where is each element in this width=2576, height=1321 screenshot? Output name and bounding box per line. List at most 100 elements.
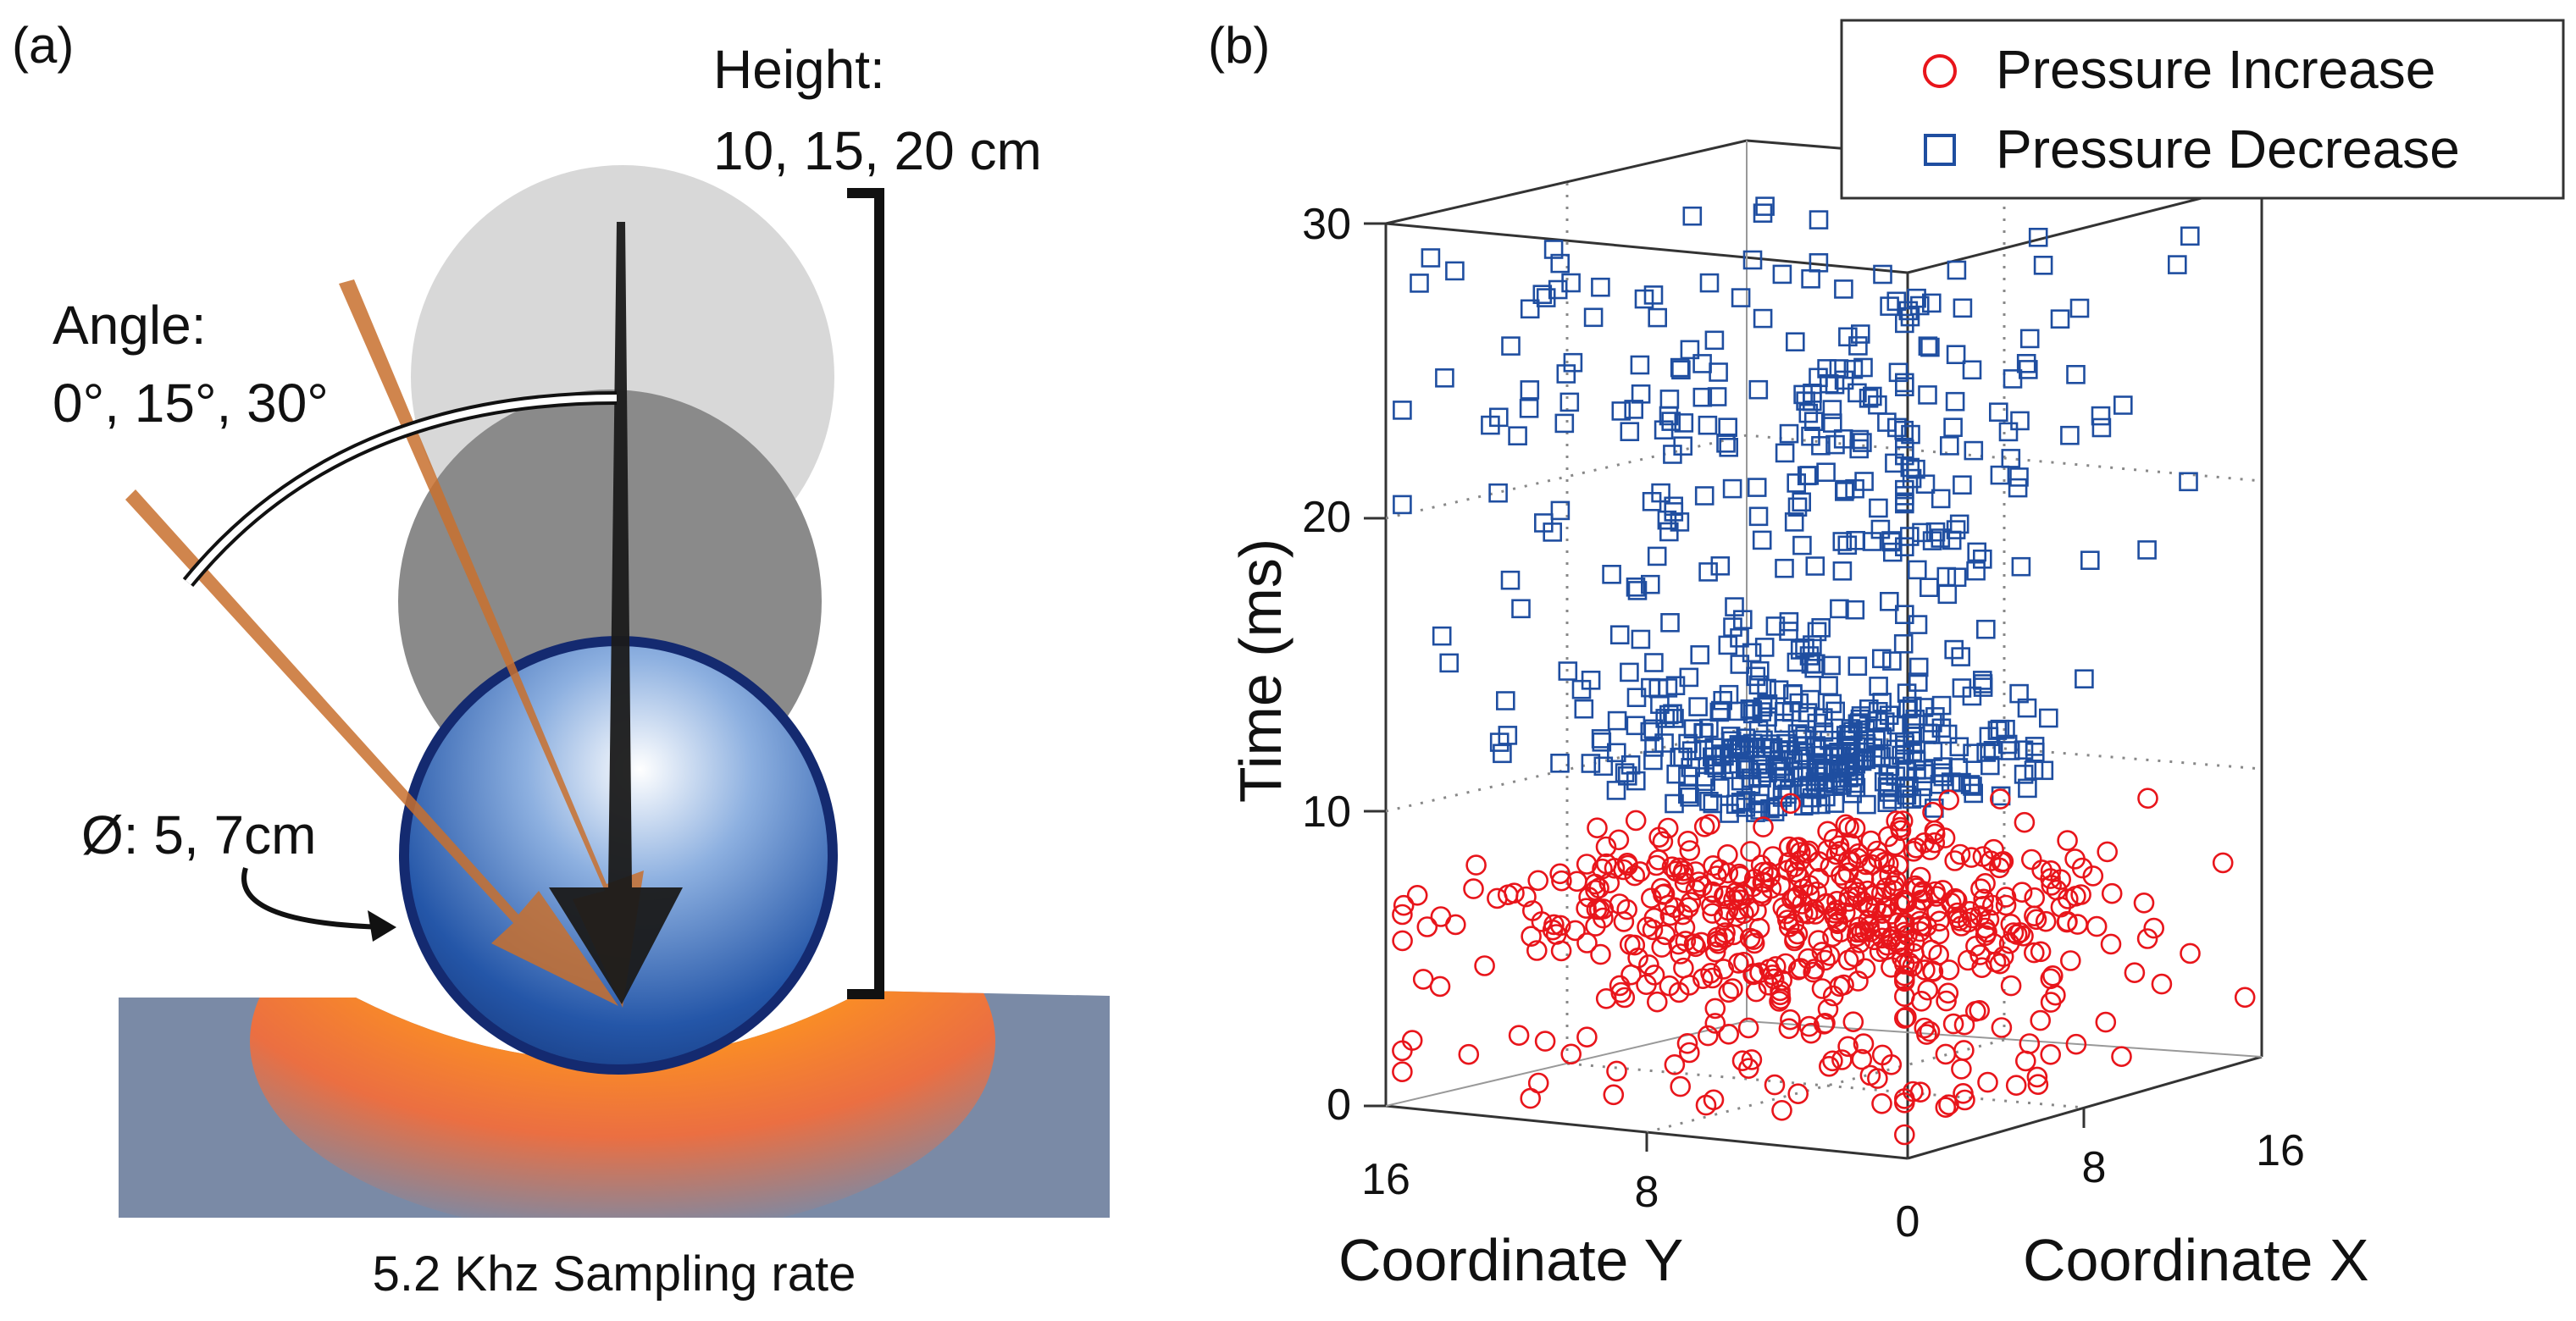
point-pressure-decrease	[1644, 653, 1664, 672]
point-pressure-decrease	[1554, 413, 1575, 434]
point-pressure-increase	[2143, 917, 2164, 939]
point-pressure-decrease	[1607, 710, 1627, 731]
point-pressure-decrease	[1699, 718, 1719, 738]
point-pressure-decrease	[1719, 437, 1738, 457]
point-pressure-decrease	[1620, 662, 1639, 683]
point-pressure-increase	[1876, 896, 1898, 917]
point-pressure-decrease	[2017, 698, 2037, 718]
point-pressure-increase	[1813, 1014, 1835, 1035]
point-pressure-increase	[1606, 1060, 1627, 1082]
point-pressure-increase	[1765, 956, 1787, 977]
point-pressure-increase	[1643, 907, 1665, 929]
point-pressure-decrease	[1801, 426, 1820, 446]
point-pressure-increase	[1871, 903, 1893, 924]
point-pressure-decrease	[1902, 468, 1922, 489]
point-pressure-decrease	[1626, 716, 1646, 736]
point-pressure-increase	[1549, 863, 1571, 885]
point-pressure-decrease	[1784, 512, 1804, 532]
point-pressure-decrease	[2008, 478, 2028, 498]
point-pressure-increase	[1789, 850, 1811, 871]
point-pressure-decrease	[1753, 308, 1773, 329]
point-pressure-decrease	[1775, 443, 1795, 463]
diameter-label: Ø: 5, 7cm	[81, 804, 316, 865]
point-pressure-increase	[1975, 873, 1996, 894]
point-pressure-decrease	[2179, 472, 2198, 492]
point-pressure-decrease	[1703, 793, 1723, 814]
point-pressure-decrease	[2016, 353, 2036, 373]
point-pressure-decrease	[1688, 697, 1708, 716]
point-pressure-decrease	[1792, 535, 1812, 555]
point-pressure-decrease	[2091, 417, 2112, 438]
point-pressure-decrease	[1879, 705, 1899, 726]
point-pressure-decrease	[1948, 758, 1969, 777]
point-pressure-decrease	[1799, 466, 1820, 485]
point-pressure-decrease	[1641, 574, 1660, 594]
point-pressure-decrease	[1520, 380, 1540, 400]
point-pressure-decrease	[1803, 412, 1824, 432]
point-pressure-increase	[1737, 1017, 1759, 1039]
point-pressure-decrease	[1900, 307, 1920, 327]
point-pressure-increase	[1913, 890, 1934, 911]
point-pressure-increase	[1576, 898, 1597, 919]
point-pressure-decrease	[1626, 688, 1647, 708]
point-pressure-decrease	[1707, 387, 1727, 406]
point-pressure-decrease	[1642, 491, 1662, 511]
point-pressure-decrease	[2028, 227, 2048, 247]
point-pressure-increase	[2024, 905, 2045, 926]
point-pressure-decrease	[1682, 206, 1703, 226]
point-pressure-increase	[1670, 943, 1691, 964]
point-pressure-decrease	[1722, 478, 1742, 499]
point-pressure-decrease	[1952, 678, 1972, 698]
point-pressure-increase	[2060, 950, 2081, 971]
point-pressure-increase	[1678, 897, 1699, 918]
point-pressure-decrease	[1648, 307, 1667, 328]
point-pressure-decrease	[1879, 782, 1898, 802]
point-pressure-decrease	[1500, 570, 1521, 590]
point-pressure-decrease	[1908, 657, 1929, 677]
point-pressure-increase	[1587, 817, 1608, 839]
point-pressure-decrease	[1550, 253, 1570, 274]
x-axis-title: Coordinate X	[2023, 1227, 2369, 1293]
point-pressure-decrease	[1803, 635, 1822, 655]
point-pressure-decrease	[1753, 745, 1772, 766]
point-pressure-increase	[1620, 964, 1642, 986]
point-pressure-increase	[2035, 910, 2057, 932]
point-pressure-decrease	[1845, 600, 1865, 620]
point-pressure-decrease	[1937, 724, 1958, 744]
point-pressure-increase	[2086, 915, 2108, 937]
point-pressure-decrease	[1626, 771, 1646, 791]
point-pressure-decrease	[1493, 743, 1512, 764]
point-pressure-increase	[1576, 854, 1598, 875]
point-pressure-decrease	[2060, 425, 2080, 445]
point-pressure-decrease	[1895, 537, 1914, 557]
point-pressure-increase	[1922, 801, 1943, 823]
point-pressure-increase	[2058, 888, 2079, 909]
point-pressure-decrease	[1730, 627, 1749, 648]
point-pressure-increase	[1671, 864, 1693, 885]
point-pressure-decrease	[1973, 549, 1992, 569]
legend-increase-marker	[1923, 54, 1957, 88]
point-pressure-decrease	[1881, 532, 1902, 552]
point-pressure-increase	[1521, 926, 1542, 947]
point-pressure-increase	[1560, 1043, 1582, 1065]
point-pressure-decrease	[2080, 550, 2100, 571]
point-pressure-decrease	[1532, 285, 1553, 305]
z-tick-20: 20	[1302, 493, 1351, 542]
point-pressure-increase	[1865, 897, 1886, 919]
point-pressure-decrease	[1643, 285, 1664, 305]
point-pressure-increase	[2111, 1046, 2132, 1067]
point-pressure-decrease	[1920, 578, 1939, 598]
point-pressure-increase	[1887, 854, 1909, 876]
point-pressure-decrease	[2113, 395, 2133, 415]
legend: Pressure Increase Pressure Decrease	[1840, 19, 2565, 200]
point-pressure-decrease	[1488, 483, 1508, 503]
point-pressure-decrease	[2011, 556, 2031, 577]
point-pressure-increase	[1780, 1009, 1801, 1031]
point-pressure-increase	[1973, 888, 1994, 910]
point-pressure-decrease	[1792, 492, 1811, 512]
point-pressure-increase	[1842, 1011, 1864, 1032]
point-pressure-decrease	[1718, 635, 1738, 655]
point-pressure-increase	[1827, 911, 1848, 932]
point-pressure-decrease	[1834, 279, 1853, 299]
point-pressure-decrease	[1716, 433, 1736, 453]
